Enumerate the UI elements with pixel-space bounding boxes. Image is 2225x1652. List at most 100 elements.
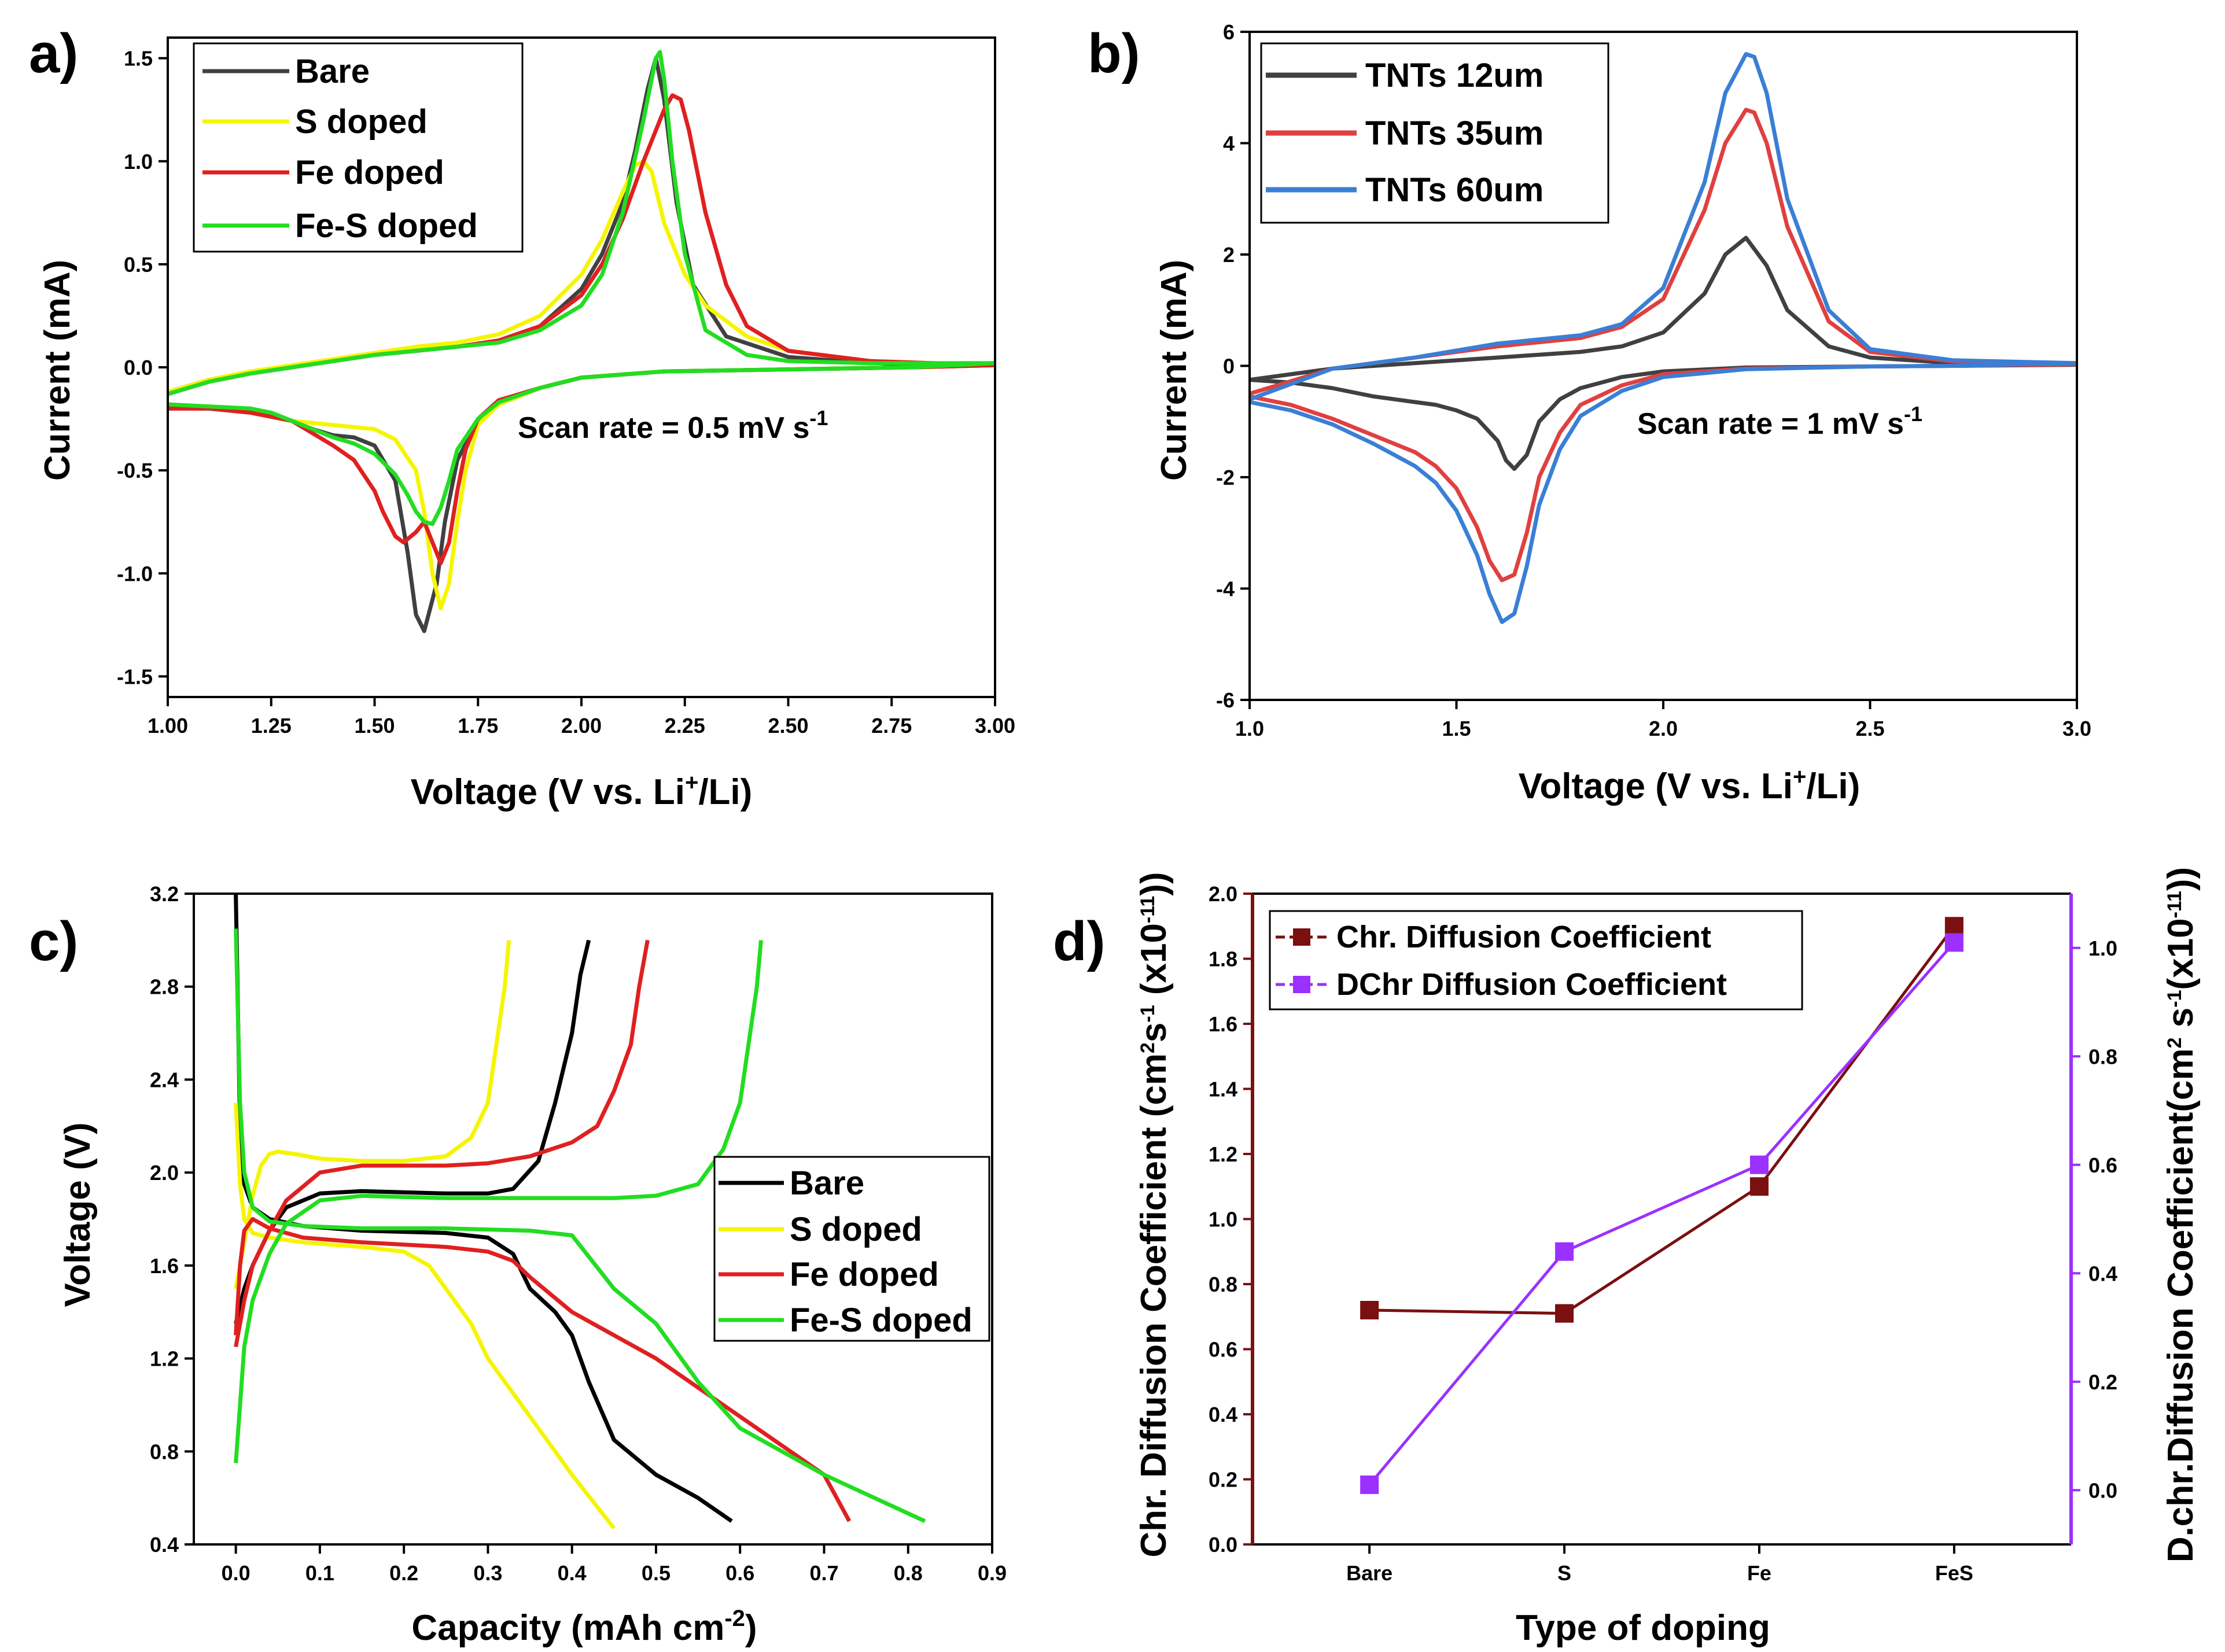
panel-d-series-dchr-diffusion-coefficient xyxy=(1368,941,1955,1486)
panel-d-y-tick-label: 1.6 xyxy=(1209,1012,1237,1036)
panel-c-legend-box xyxy=(713,1156,990,1342)
panel-a-y-tick-label: -0.5 xyxy=(117,459,153,482)
panel-a-y-tick-label: -1.0 xyxy=(117,562,153,585)
legend-label-bare: Bare xyxy=(295,53,370,90)
panel-d-x-tick-label-bare: Bare xyxy=(1346,1561,1393,1585)
panel-c-y-tick-label: 3.2 xyxy=(150,882,179,906)
panel-d-y-tick-label: 1.8 xyxy=(1209,947,1237,971)
panel-a-x-axis-title: Voltage (V vs. Li+/Li) xyxy=(411,770,753,812)
panel-a-x-tick-label: 1.00 xyxy=(148,714,188,738)
legend-label-tnts-60um: TNTs 60um xyxy=(1365,171,1543,209)
panel-d-x-tick-label-fe: Fe xyxy=(1747,1561,1771,1585)
panel-a-series-fe-s-doped xyxy=(168,50,995,526)
panel-c-charge-fe-doped xyxy=(234,939,650,1348)
panel-c-y-axis-title: Voltage (V) xyxy=(58,1122,98,1307)
panel-d-y-tick-label: 1.2 xyxy=(1209,1142,1237,1166)
panel-b-y-tick-label: 2 xyxy=(1223,243,1235,267)
panel-a-y-tick-label: 0.5 xyxy=(124,253,153,276)
panel-c-x-tick-label: 0.0 xyxy=(222,1561,251,1585)
panel-d-y-tick-label-right: 0.8 xyxy=(2088,1045,2117,1068)
legend-label-tnts-12um: TNTs 12um xyxy=(1365,57,1543,94)
panel-d-point-chr-diffusion-coefficient-fes xyxy=(1944,917,1964,936)
panel-c-y-tick-label: 1.2 xyxy=(150,1347,179,1371)
panel-c-charge-fe-s-doped xyxy=(234,940,763,1463)
panel-b-y-tick-label: -4 xyxy=(1216,577,1235,601)
panel-a: a) 1.00 1.25 1.50 1.75 2.00 2.25 2.50 2.75 3.00 -… xyxy=(29,23,1015,812)
panel-d-y-tick-label: 0.4 xyxy=(1209,1403,1237,1426)
panel-c-y-tick-label: 2.4 xyxy=(150,1068,179,1092)
panel-d-y-tick-label-right: 0.2 xyxy=(2088,1370,2117,1394)
panel-d-point-chr-diffusion-coefficient-bare xyxy=(1360,1301,1379,1319)
panel-c-x-tick-label: 0.6 xyxy=(725,1561,754,1585)
panel-d-x-tick-label-s: S xyxy=(1557,1561,1571,1585)
legend-label-fe-s-doped: Fe-S doped xyxy=(295,207,478,245)
panel-c-x-tick-label: 0.3 xyxy=(473,1561,502,1585)
panel-c-x-tick-label: 0.7 xyxy=(809,1561,838,1585)
panel-d-legend: Chr. Diffusion Coefficient DChr Diffusio… xyxy=(1269,910,1803,1011)
legend-label-c-bare: Bare xyxy=(790,1164,864,1202)
panel-c-x-axis-title: Capacity (mAh cm-2) xyxy=(411,1606,757,1648)
panel-a-x-tick-label: 1.50 xyxy=(354,714,395,738)
panel-a-x-tick-label: 3.00 xyxy=(975,714,1015,738)
panel-c-y-tick-label: 0.4 xyxy=(150,1533,179,1557)
panel-d-y-tick-label: 0.8 xyxy=(1209,1273,1237,1296)
panel-a-y-tick-label: 1.5 xyxy=(124,47,153,71)
panel-b-x-tick-label: 2.0 xyxy=(1649,717,1678,740)
panel-c-legend: Bare S doped Fe doped Fe-S doped xyxy=(713,1156,990,1342)
panel-c-y-tick-label: 2.8 xyxy=(150,975,179,999)
panel-d-x-tick-label-fes: FeS xyxy=(1935,1561,1973,1585)
panel-a-x-tick-label: 2.75 xyxy=(871,714,912,738)
panel-c-discharge-fe-s-doped xyxy=(234,928,926,1523)
panel-c-x-tick-label: 0.4 xyxy=(558,1561,587,1585)
panel-a-scan-rate-annotation: Scan rate = 0.5 mV s-1 xyxy=(518,406,828,445)
panel-d-point-dchr-diffusion-coefficient-fes xyxy=(1944,933,1964,952)
panel-d-plot: Bare S Fe FeS 0.0 0.2 0.4 0.6 0.8 1.0 1.2 1.4 1.6 1.8… xyxy=(1209,882,2117,1585)
panel-c-x-tick-label: 0.2 xyxy=(389,1561,418,1585)
panel-d-y-tick-label-right: 1.0 xyxy=(2088,936,2117,960)
panel-c: c) 0.0 0.1 0.2 0.3 0.4 0.5 0.6 0.7 0.8 0.9 0.4 0.8 1… xyxy=(29,882,1007,1648)
panel-c-charge-s-doped xyxy=(234,940,511,1289)
panel-d-point-dchr-diffusion-coefficient-bare xyxy=(1360,1475,1379,1494)
panel-a-x-tick-label: 1.75 xyxy=(458,714,498,738)
panel-d-y-tick-label: 1.4 xyxy=(1209,1078,1237,1101)
legend-label-tnts-35um: TNTs 35um xyxy=(1365,115,1543,152)
legend-label-dchr-diffusion: DChr Diffusion Coefficient xyxy=(1336,967,1727,1002)
panel-d-right-y-axis-title: D.chr.Diffusion Coefficient(cm2 s-1(x10-… xyxy=(2161,867,2201,1562)
panel-d-left-y-axis-title: Chr. Diffusion Coefficient (cm2s-1 (x10-… xyxy=(1134,872,1174,1557)
panel-d-y-tick-label-right: 0.0 xyxy=(2088,1478,2117,1502)
legend-label-fe-doped: Fe doped xyxy=(295,154,444,191)
panel-b-y-tick-label: 0 xyxy=(1223,355,1235,378)
panel-a-legend-box xyxy=(193,42,524,253)
panel-d-x-axis-title: Type of doping xyxy=(1516,1608,1770,1648)
panel-a-y-tick-label: 0.0 xyxy=(124,356,153,379)
panel-b-legend: TNTs 12um TNTs 35um TNTs 60um xyxy=(1260,42,1609,224)
panel-a-series-group xyxy=(168,50,995,633)
panel-a-x-tick-label: 1.25 xyxy=(251,714,292,738)
legend-marker-dchr-diffusion xyxy=(1293,976,1310,993)
panel-a-y-tick-label: 1.0 xyxy=(124,150,153,174)
panel-b-plot: 1.0 1.5 2.0 2.5 3.0 -6 -4 -2 0 2 4 6 xyxy=(1216,20,2091,740)
legend-label-chr-diffusion: Chr. Diffusion Coefficient xyxy=(1336,920,1711,954)
legend-label-c-s-doped: S doped xyxy=(790,1211,922,1248)
panel-b-x-tick-label: 1.0 xyxy=(1235,717,1264,740)
legend-label-c-fe-doped: Fe doped xyxy=(790,1256,939,1293)
panel-c-x-tick-label: 0.8 xyxy=(894,1561,923,1585)
panel-b: b) 1.0 1.5 2.0 2.5 3.0 -6 -4 -2 0 2 4 6 Voltage (V … xyxy=(1088,20,2091,806)
panel-d-y-tick-label: 0.6 xyxy=(1209,1338,1237,1362)
panel-b-x-tick-label: 1.5 xyxy=(1442,717,1471,740)
legend-label-c-fe-s-doped: Fe-S doped xyxy=(790,1301,972,1339)
panel-d-y-tick-label-right: 0.4 xyxy=(2088,1262,2117,1285)
panel-a-y-tick-label: -1.5 xyxy=(117,665,153,688)
panel-b-series-group xyxy=(1250,52,2077,624)
panel-a-x-tick-label: 2.25 xyxy=(665,714,705,738)
panel-c-y-tick-label: 1.6 xyxy=(150,1254,179,1278)
panel-c-discharge-fe-doped xyxy=(234,1217,852,1522)
panel-b-x-tick-label: 2.5 xyxy=(1855,717,1884,740)
panel-a-letter: a) xyxy=(29,23,78,84)
panel-c-y-tick-label: 0.8 xyxy=(150,1440,179,1463)
panel-d-point-chr-diffusion-coefficient-fe xyxy=(1749,1177,1769,1196)
panel-a-y-axis-title: Current (mA) xyxy=(38,260,78,481)
panel-d-y-tick-label: 2.0 xyxy=(1209,882,1237,906)
